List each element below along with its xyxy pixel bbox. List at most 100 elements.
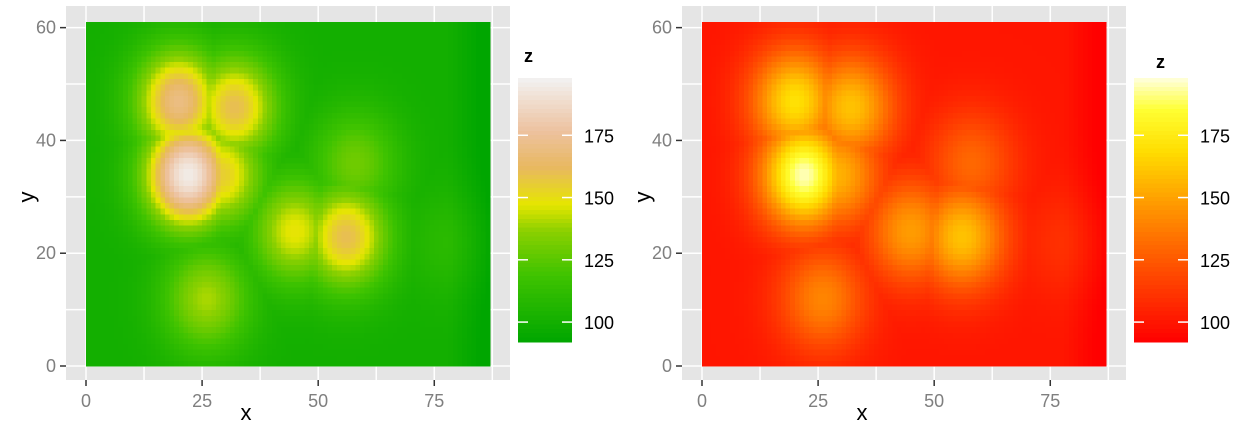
heat-tile	[313, 275, 319, 283]
heat-tile	[281, 27, 287, 34]
heat-tile	[346, 185, 352, 192]
heat-tile	[383, 303, 389, 311]
heat-tile	[243, 281, 250, 288]
heat-tile	[225, 140, 231, 147]
heat-tile	[392, 185, 398, 192]
heat-tile	[415, 258, 421, 266]
heat-tile	[151, 241, 157, 249]
heat-tile	[369, 61, 375, 68]
heat-tile	[299, 320, 305, 328]
heat-tile	[299, 337, 305, 345]
heat-tile	[169, 213, 175, 220]
heat-tile	[104, 89, 110, 96]
heat-tile	[243, 213, 250, 220]
heat-tile	[387, 337, 394, 345]
heat-tile	[406, 275, 412, 283]
heat-tile	[257, 146, 264, 153]
heat-tile	[211, 202, 217, 209]
heat-tile	[452, 360, 459, 367]
heat-tile	[373, 95, 380, 102]
heat-tile	[151, 320, 157, 328]
heat-tile	[294, 162, 301, 170]
heat-tile	[318, 33, 324, 40]
heat-tile	[415, 22, 421, 29]
heat-tile	[327, 84, 333, 91]
heat-tile	[267, 129, 273, 136]
heat-tile	[262, 354, 268, 361]
heat-tile	[104, 230, 110, 237]
heat-tile	[174, 281, 180, 288]
heat-tile	[299, 236, 305, 243]
heat-tile	[438, 219, 445, 226]
heat-tile	[220, 162, 226, 170]
heat-tile	[243, 33, 250, 40]
heat-tile	[104, 168, 110, 175]
heat-tile	[397, 247, 403, 254]
heat-tile	[392, 264, 398, 271]
heat-tile	[188, 78, 194, 85]
heat-tile	[155, 230, 161, 237]
heat-tile	[248, 320, 254, 328]
heat-tile	[216, 287, 222, 294]
heat-tile	[253, 106, 259, 113]
heat-tile	[234, 230, 240, 237]
heat-tile	[327, 140, 333, 147]
heat-tile	[127, 157, 134, 164]
heat-tile	[336, 236, 342, 243]
heat-tile	[420, 292, 426, 299]
heat-tile	[462, 230, 468, 237]
heat-tile	[350, 326, 356, 333]
heat-tile	[429, 112, 435, 119]
heat-tile	[211, 100, 217, 108]
heat-tile	[257, 236, 264, 243]
heat-tile	[86, 33, 92, 40]
heat-tile	[229, 95, 236, 102]
heat-tile	[285, 151, 291, 158]
heat-tile	[341, 320, 347, 328]
heat-tile	[99, 247, 106, 254]
heat-tile	[90, 315, 96, 322]
heat-tile	[341, 315, 347, 322]
heat-tile	[364, 253, 370, 260]
heat-tile	[327, 151, 333, 158]
heat-tile	[197, 264, 203, 271]
heat-tile	[132, 78, 138, 85]
heat-tile	[109, 123, 115, 130]
heat-tile	[299, 112, 305, 119]
heat-tile	[350, 191, 356, 198]
heat-tile	[448, 146, 454, 153]
heat-tile	[197, 320, 203, 328]
heat-tile	[327, 320, 333, 328]
heat-tile	[359, 343, 366, 350]
heat-tile	[197, 349, 203, 356]
heat-tile	[355, 134, 361, 142]
heat-tile	[271, 332, 277, 339]
heat-tile	[373, 315, 380, 322]
heat-tile	[169, 270, 175, 277]
heat-tile	[327, 315, 333, 322]
heat-tile	[341, 241, 347, 249]
heat-tile	[452, 84, 459, 91]
heat-tile	[383, 360, 389, 367]
heat-tile	[132, 236, 138, 243]
heat-tile	[86, 309, 92, 316]
heat-tile	[155, 360, 161, 367]
heat-tile	[452, 241, 459, 249]
heat-tile	[109, 67, 115, 74]
heat-tile	[318, 337, 324, 345]
heat-tile	[355, 320, 361, 328]
heat-tile	[118, 179, 124, 187]
heat-tile	[415, 326, 421, 333]
heat-tile	[387, 123, 394, 130]
heat-tile	[267, 140, 273, 147]
heat-tile	[369, 202, 375, 209]
heat-tile	[359, 309, 366, 316]
heat-tile	[322, 174, 329, 181]
heat-tile	[137, 247, 143, 254]
heat-tile	[304, 258, 310, 266]
heat-tile	[95, 89, 101, 96]
heat-tile	[434, 129, 440, 136]
heat-tile	[169, 84, 175, 91]
heat-tile	[397, 117, 403, 125]
heat-tile	[411, 112, 417, 119]
